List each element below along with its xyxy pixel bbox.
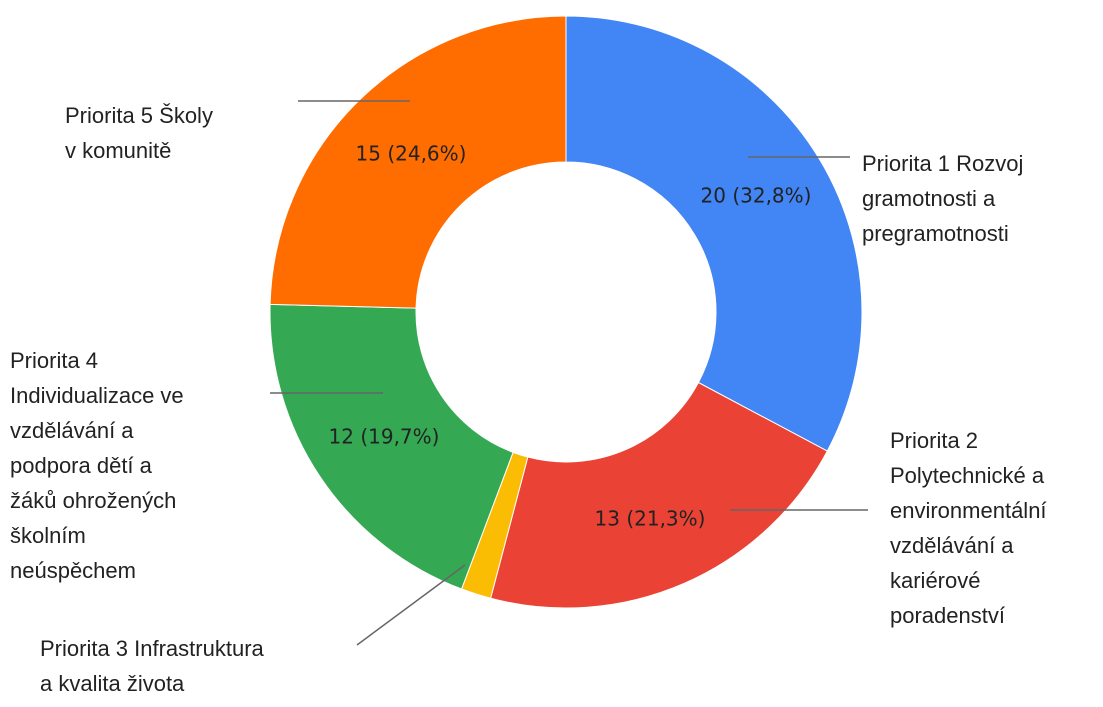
category-label: Priorita 3 Infrastruktura a kvalita živo… [40,636,264,696]
category-label: Priorita 1 Rozvoj gramotnosti a pregramo… [862,151,1024,246]
donut-slice [490,381,828,609]
value-label: 12 (19,7%) [329,425,440,449]
donut-slice [565,15,863,452]
category-label: Priorita 2 Polytechnické a environmentál… [890,428,1047,628]
donut-slice [269,15,567,309]
category-label: Priorita 5 Školy v komunitě [65,103,213,163]
category-label: Priorita 4 Individualizace ve vzdělávání… [10,348,184,583]
leader-line [356,564,466,646]
value-label: 13 (21,3%) [595,507,706,531]
value-label: 15 (24,6%) [356,142,467,166]
value-label: 20 (32,8%) [701,184,812,208]
donut-slice [269,303,514,590]
